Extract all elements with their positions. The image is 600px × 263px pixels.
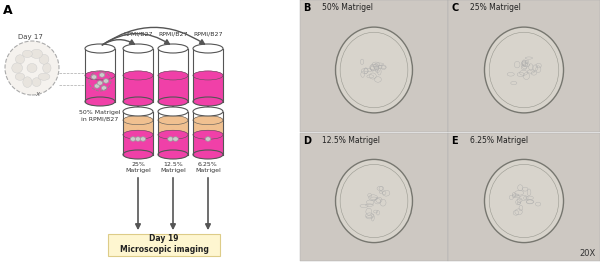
Ellipse shape xyxy=(335,159,412,242)
Ellipse shape xyxy=(5,41,59,95)
Text: RPMI/B27: RPMI/B27 xyxy=(193,31,223,36)
Ellipse shape xyxy=(140,137,146,141)
Ellipse shape xyxy=(158,44,188,53)
Ellipse shape xyxy=(38,73,50,80)
Ellipse shape xyxy=(43,63,51,73)
Ellipse shape xyxy=(27,63,37,73)
Bar xyxy=(300,133,448,261)
Ellipse shape xyxy=(101,86,107,90)
Ellipse shape xyxy=(135,137,141,141)
Ellipse shape xyxy=(158,116,188,125)
Text: B: B xyxy=(303,3,310,13)
Text: 12.5% Matrigel: 12.5% Matrigel xyxy=(322,136,380,145)
Ellipse shape xyxy=(91,75,97,79)
Bar xyxy=(158,120,188,135)
Text: A: A xyxy=(3,4,13,17)
Ellipse shape xyxy=(12,63,23,73)
Ellipse shape xyxy=(130,137,136,141)
Text: 12.5%
Matrigel: 12.5% Matrigel xyxy=(160,162,186,173)
Ellipse shape xyxy=(94,84,100,88)
Ellipse shape xyxy=(31,49,43,58)
Ellipse shape xyxy=(193,107,223,116)
Text: E: E xyxy=(451,136,458,146)
Ellipse shape xyxy=(97,81,103,85)
Text: Day 17: Day 17 xyxy=(18,34,43,40)
Text: Day 19
Microscopic imaging: Day 19 Microscopic imaging xyxy=(119,234,208,254)
Ellipse shape xyxy=(193,150,223,159)
Bar xyxy=(448,0,600,132)
Ellipse shape xyxy=(123,44,153,53)
Ellipse shape xyxy=(103,79,109,83)
Text: 25%
Matrigel: 25% Matrigel xyxy=(125,162,151,173)
Bar xyxy=(193,120,223,135)
Ellipse shape xyxy=(123,150,153,159)
Bar xyxy=(158,75,188,102)
Bar xyxy=(123,135,153,154)
Bar xyxy=(193,135,223,154)
Ellipse shape xyxy=(173,137,178,141)
Ellipse shape xyxy=(158,71,188,80)
Ellipse shape xyxy=(193,116,223,125)
Ellipse shape xyxy=(484,159,563,242)
Ellipse shape xyxy=(158,130,188,139)
Ellipse shape xyxy=(15,73,25,80)
Ellipse shape xyxy=(484,27,563,113)
Ellipse shape xyxy=(193,97,223,106)
Bar xyxy=(85,75,115,102)
Ellipse shape xyxy=(85,97,115,106)
Bar xyxy=(158,135,188,154)
Ellipse shape xyxy=(32,78,41,87)
Bar xyxy=(300,0,448,132)
Ellipse shape xyxy=(123,97,153,106)
Ellipse shape xyxy=(85,44,115,53)
Text: C: C xyxy=(451,3,458,13)
Ellipse shape xyxy=(123,107,153,116)
Ellipse shape xyxy=(193,44,223,53)
Text: 50% Matrigel: 50% Matrigel xyxy=(322,3,373,12)
Ellipse shape xyxy=(168,137,173,141)
Text: D: D xyxy=(303,136,311,146)
Ellipse shape xyxy=(205,137,211,141)
Ellipse shape xyxy=(22,50,32,58)
Text: RPMI/B27: RPMI/B27 xyxy=(123,31,153,36)
Bar xyxy=(448,133,600,261)
Ellipse shape xyxy=(335,27,412,113)
Text: 20X: 20X xyxy=(580,249,596,258)
Ellipse shape xyxy=(99,73,105,77)
Text: RPMI/B27: RPMI/B27 xyxy=(158,31,188,36)
Ellipse shape xyxy=(193,130,223,139)
Ellipse shape xyxy=(158,97,188,106)
Ellipse shape xyxy=(85,71,115,80)
Text: 50% Matrigel
in RPMI/B27: 50% Matrigel in RPMI/B27 xyxy=(79,110,121,121)
Ellipse shape xyxy=(158,107,188,116)
Ellipse shape xyxy=(39,54,49,64)
Ellipse shape xyxy=(123,116,153,125)
Bar xyxy=(193,75,223,102)
Text: 6.25%
Matrigel: 6.25% Matrigel xyxy=(195,162,221,173)
Ellipse shape xyxy=(193,71,223,80)
Ellipse shape xyxy=(23,77,32,87)
Ellipse shape xyxy=(16,55,25,64)
Text: x: x xyxy=(35,91,39,97)
Text: 6.25% Matrigel: 6.25% Matrigel xyxy=(470,136,528,145)
Ellipse shape xyxy=(123,71,153,80)
Bar xyxy=(123,75,153,102)
FancyBboxPatch shape xyxy=(108,234,220,256)
Bar xyxy=(123,120,153,135)
Text: 25% Matrigel: 25% Matrigel xyxy=(470,3,521,12)
Ellipse shape xyxy=(123,130,153,139)
Ellipse shape xyxy=(158,150,188,159)
